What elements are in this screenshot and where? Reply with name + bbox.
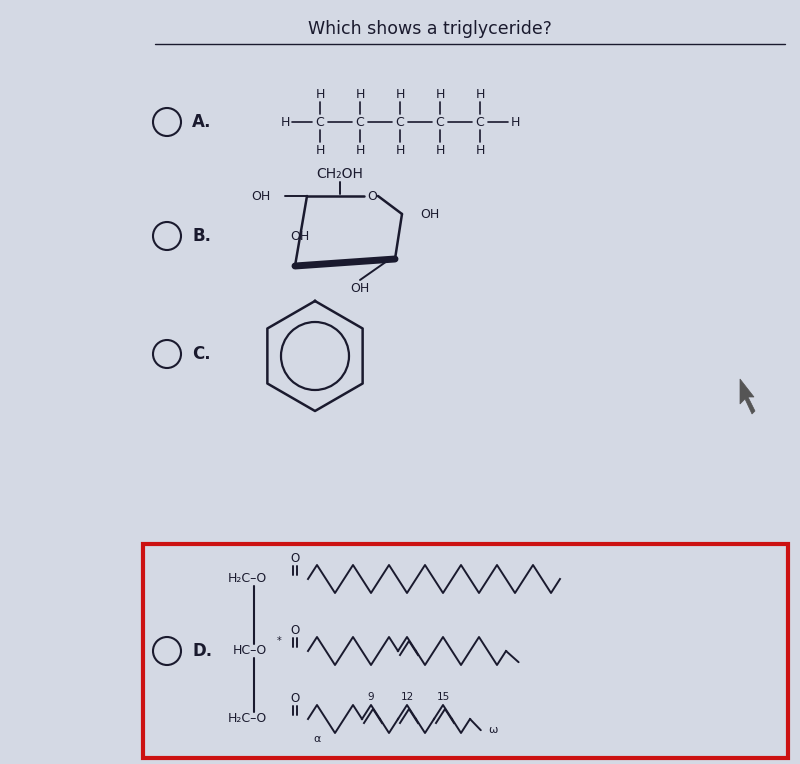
Text: H: H bbox=[355, 88, 365, 101]
Text: 15: 15 bbox=[436, 692, 450, 702]
Text: OH: OH bbox=[250, 189, 270, 202]
Text: H: H bbox=[395, 144, 405, 157]
Text: H: H bbox=[435, 144, 445, 157]
Text: C: C bbox=[476, 115, 484, 128]
Text: O: O bbox=[290, 624, 300, 637]
Text: 9: 9 bbox=[368, 692, 374, 702]
Text: H: H bbox=[435, 88, 445, 101]
Text: H₂C–O: H₂C–O bbox=[228, 572, 267, 585]
Text: 12: 12 bbox=[400, 692, 414, 702]
Text: *: * bbox=[277, 636, 282, 646]
Text: α: α bbox=[314, 734, 321, 744]
Text: O: O bbox=[290, 692, 300, 705]
Text: OH: OH bbox=[420, 208, 439, 221]
Text: C: C bbox=[356, 115, 364, 128]
Polygon shape bbox=[740, 379, 755, 414]
Text: CH₂OH: CH₂OH bbox=[317, 167, 363, 181]
Text: C: C bbox=[436, 115, 444, 128]
Text: A.: A. bbox=[192, 113, 211, 131]
Text: OH: OH bbox=[290, 229, 310, 242]
Text: H: H bbox=[315, 88, 325, 101]
Text: C.: C. bbox=[192, 345, 210, 363]
Text: ω: ω bbox=[488, 725, 498, 735]
Text: H: H bbox=[355, 144, 365, 157]
Text: H: H bbox=[475, 88, 485, 101]
Text: OH: OH bbox=[350, 281, 370, 294]
Text: H: H bbox=[510, 115, 520, 128]
Text: C: C bbox=[396, 115, 404, 128]
Text: H₂C–O: H₂C–O bbox=[228, 713, 267, 726]
Text: D.: D. bbox=[192, 642, 212, 660]
Text: H: H bbox=[280, 115, 290, 128]
Text: O: O bbox=[290, 552, 300, 565]
Text: C: C bbox=[316, 115, 324, 128]
Text: Which shows a triglyceride?: Which shows a triglyceride? bbox=[308, 20, 552, 38]
Text: HC–O: HC–O bbox=[233, 645, 267, 658]
Text: H: H bbox=[315, 144, 325, 157]
Text: H: H bbox=[395, 88, 405, 101]
Text: H: H bbox=[475, 144, 485, 157]
Text: B.: B. bbox=[192, 227, 211, 245]
Text: O: O bbox=[367, 189, 377, 202]
